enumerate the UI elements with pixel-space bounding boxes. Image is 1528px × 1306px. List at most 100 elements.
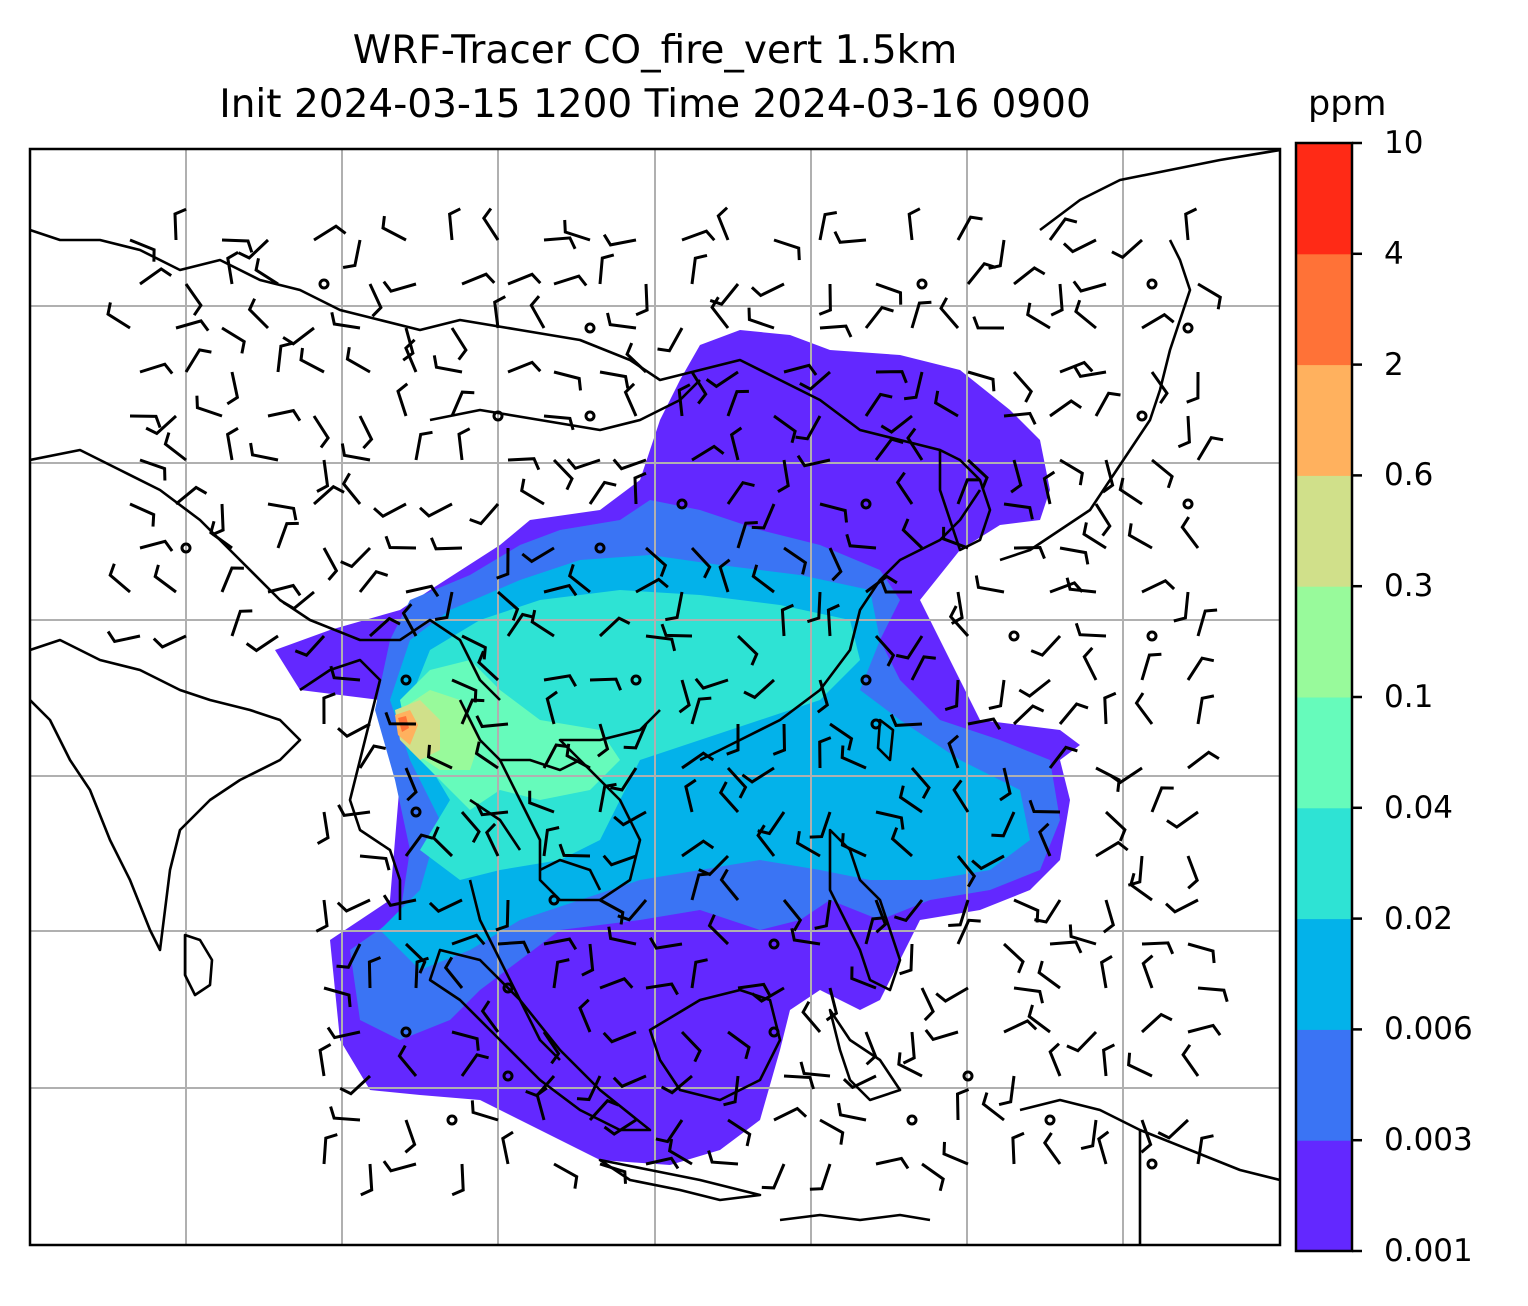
wind-barb bbox=[448, 207, 461, 241]
wind-barb bbox=[139, 539, 174, 552]
wind-barb bbox=[542, 743, 569, 769]
wind-barb bbox=[1127, 523, 1153, 550]
wind-barb bbox=[801, 1000, 822, 1033]
wind-barb bbox=[681, 229, 716, 242]
wind-barb bbox=[475, 715, 509, 729]
wind-barb bbox=[837, 1102, 867, 1122]
wind-barb bbox=[337, 804, 371, 818]
wind-barb bbox=[998, 1075, 1016, 1107]
colorbar-tick-label: 0.006 bbox=[1384, 1011, 1473, 1048]
wind-barb bbox=[599, 977, 634, 990]
wind-barb bbox=[359, 854, 391, 871]
wind-barb bbox=[1082, 646, 1098, 681]
calm-wind-marker bbox=[400, 1026, 412, 1038]
wind-barb bbox=[901, 518, 924, 550]
wind-barb bbox=[617, 899, 648, 922]
wind-barb bbox=[1013, 266, 1046, 286]
calm-wind-marker bbox=[318, 278, 330, 290]
wind-barb bbox=[935, 986, 969, 1003]
wind-barb bbox=[625, 342, 648, 374]
wind-barb bbox=[833, 230, 867, 244]
wind-barb bbox=[221, 326, 246, 354]
wind-barb bbox=[220, 566, 244, 593]
wind-barb bbox=[507, 360, 542, 374]
calm-wind-marker bbox=[1044, 1114, 1056, 1126]
wind-barb bbox=[450, 390, 475, 417]
wind-barb bbox=[451, 1030, 480, 1051]
wind-barb bbox=[299, 347, 325, 374]
wind-barb bbox=[175, 485, 208, 506]
wind-barb bbox=[623, 382, 638, 417]
wind-barb bbox=[339, 1074, 372, 1096]
gulf-thailand bbox=[539, 858, 602, 891]
wind-barb bbox=[795, 830, 821, 858]
calm-wind-marker bbox=[916, 278, 928, 290]
wind-barb bbox=[1127, 1052, 1153, 1078]
wind-barb bbox=[736, 521, 758, 549]
wind-barb bbox=[175, 319, 210, 332]
wind-barb bbox=[535, 1086, 548, 1121]
calm-wind-marker bbox=[584, 322, 596, 334]
wind-barb bbox=[1013, 545, 1046, 560]
wind-barb bbox=[481, 207, 500, 241]
wind-barb bbox=[718, 781, 740, 813]
wind-barb bbox=[818, 736, 832, 769]
wind-barb bbox=[173, 207, 187, 241]
wind-barb bbox=[553, 370, 582, 391]
wind-barb bbox=[660, 1074, 693, 1095]
wind-barb bbox=[1177, 415, 1191, 449]
wind-barb bbox=[1150, 786, 1174, 813]
wind-barb bbox=[967, 717, 1002, 730]
wind-barb bbox=[796, 454, 831, 468]
wind-barb bbox=[944, 679, 960, 712]
wind-barb bbox=[933, 390, 959, 418]
wind-barb bbox=[889, 713, 923, 727]
colorbar-tick-label: 0.02 bbox=[1384, 900, 1454, 937]
wind-barb bbox=[1197, 282, 1222, 310]
wind-barb bbox=[890, 827, 913, 858]
wind-barb bbox=[226, 371, 240, 406]
wind-barb bbox=[1013, 898, 1040, 923]
wind-barb bbox=[947, 734, 960, 769]
wind-barb bbox=[660, 623, 693, 638]
wind-barb bbox=[474, 741, 499, 770]
wind-barb bbox=[1129, 872, 1153, 902]
wind-barb bbox=[665, 591, 684, 622]
wind-barb bbox=[1003, 1019, 1038, 1034]
wind-barb bbox=[195, 395, 223, 418]
colorbar-tick-label: 0.003 bbox=[1384, 1122, 1473, 1159]
wind-barb bbox=[1011, 1131, 1025, 1165]
wind-barb bbox=[1134, 692, 1154, 725]
wind-barb bbox=[684, 778, 697, 813]
wind-barb bbox=[1187, 750, 1220, 770]
wind-barb bbox=[543, 236, 577, 250]
wind-barb bbox=[971, 854, 1005, 871]
wind-barb bbox=[495, 899, 510, 932]
wind-barb bbox=[1073, 365, 1107, 379]
wind-barb bbox=[981, 1092, 1005, 1122]
wind-barb bbox=[645, 634, 677, 652]
wind-barb bbox=[397, 1044, 418, 1077]
wind-barb bbox=[451, 933, 486, 946]
wind-barb bbox=[667, 1138, 693, 1166]
wind-barb bbox=[1059, 458, 1084, 486]
wind-barb bbox=[384, 535, 417, 550]
wind-barb bbox=[865, 574, 898, 594]
wind-barb bbox=[825, 987, 839, 1022]
wind-barb bbox=[1074, 622, 1107, 638]
wind-barb bbox=[737, 982, 771, 996]
colorbar-tick-label: 10 bbox=[1384, 125, 1424, 161]
wind-barb bbox=[428, 898, 463, 914]
wind-barb bbox=[991, 811, 1016, 838]
wind-barb bbox=[345, 346, 371, 374]
wind-barb bbox=[967, 370, 996, 392]
wind-barb bbox=[942, 1141, 969, 1166]
korea bbox=[938, 448, 992, 552]
wind-barb bbox=[1187, 942, 1216, 964]
wind-barb bbox=[1012, 371, 1034, 403]
colorbar-tick-label: 0.001 bbox=[1384, 1233, 1473, 1269]
calm-wind-marker bbox=[962, 1070, 974, 1082]
wind-barb bbox=[845, 533, 877, 550]
wind-barb bbox=[496, 547, 510, 580]
wind-barb bbox=[783, 1074, 815, 1090]
